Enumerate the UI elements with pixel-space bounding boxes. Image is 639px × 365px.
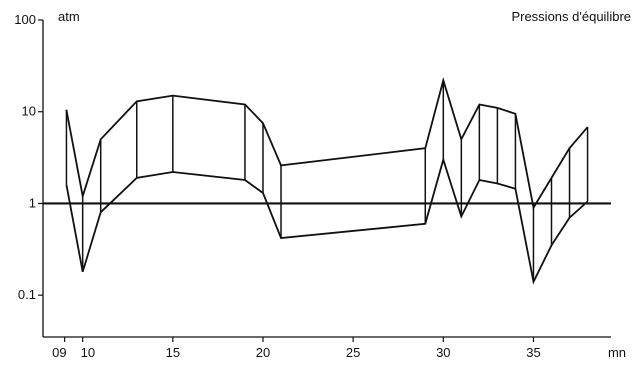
axes <box>42 20 611 338</box>
x-axis-label: mn <box>608 345 626 360</box>
x-tick-label: 25 <box>346 345 360 360</box>
lower-series-line <box>65 156 589 285</box>
chart-title: Pressions d'équilibre <box>511 9 631 24</box>
x-tick-label: 10 <box>81 345 95 360</box>
range-connectors <box>65 80 589 282</box>
y-axis-label: atm <box>58 9 80 24</box>
y-tick-label: 100 <box>14 12 36 27</box>
x-tick-label: 30 <box>436 345 450 360</box>
y-ticks: 100 10 1 0.1 <box>14 12 43 302</box>
x-tick-label: 09 <box>52 345 66 360</box>
x-tick-label: 15 <box>166 345 180 360</box>
y-tick-label: 1 <box>29 195 36 210</box>
x-tick-label: 35 <box>526 345 540 360</box>
y-tick-label: 10 <box>22 104 36 119</box>
x-ticks: 09 10 15 20 25 30 35 <box>52 337 541 360</box>
upper-series-line <box>65 77 589 211</box>
x-tick-label: 20 <box>256 345 270 360</box>
series-lines <box>65 77 589 285</box>
y-tick-label: 0.1 <box>18 287 36 302</box>
